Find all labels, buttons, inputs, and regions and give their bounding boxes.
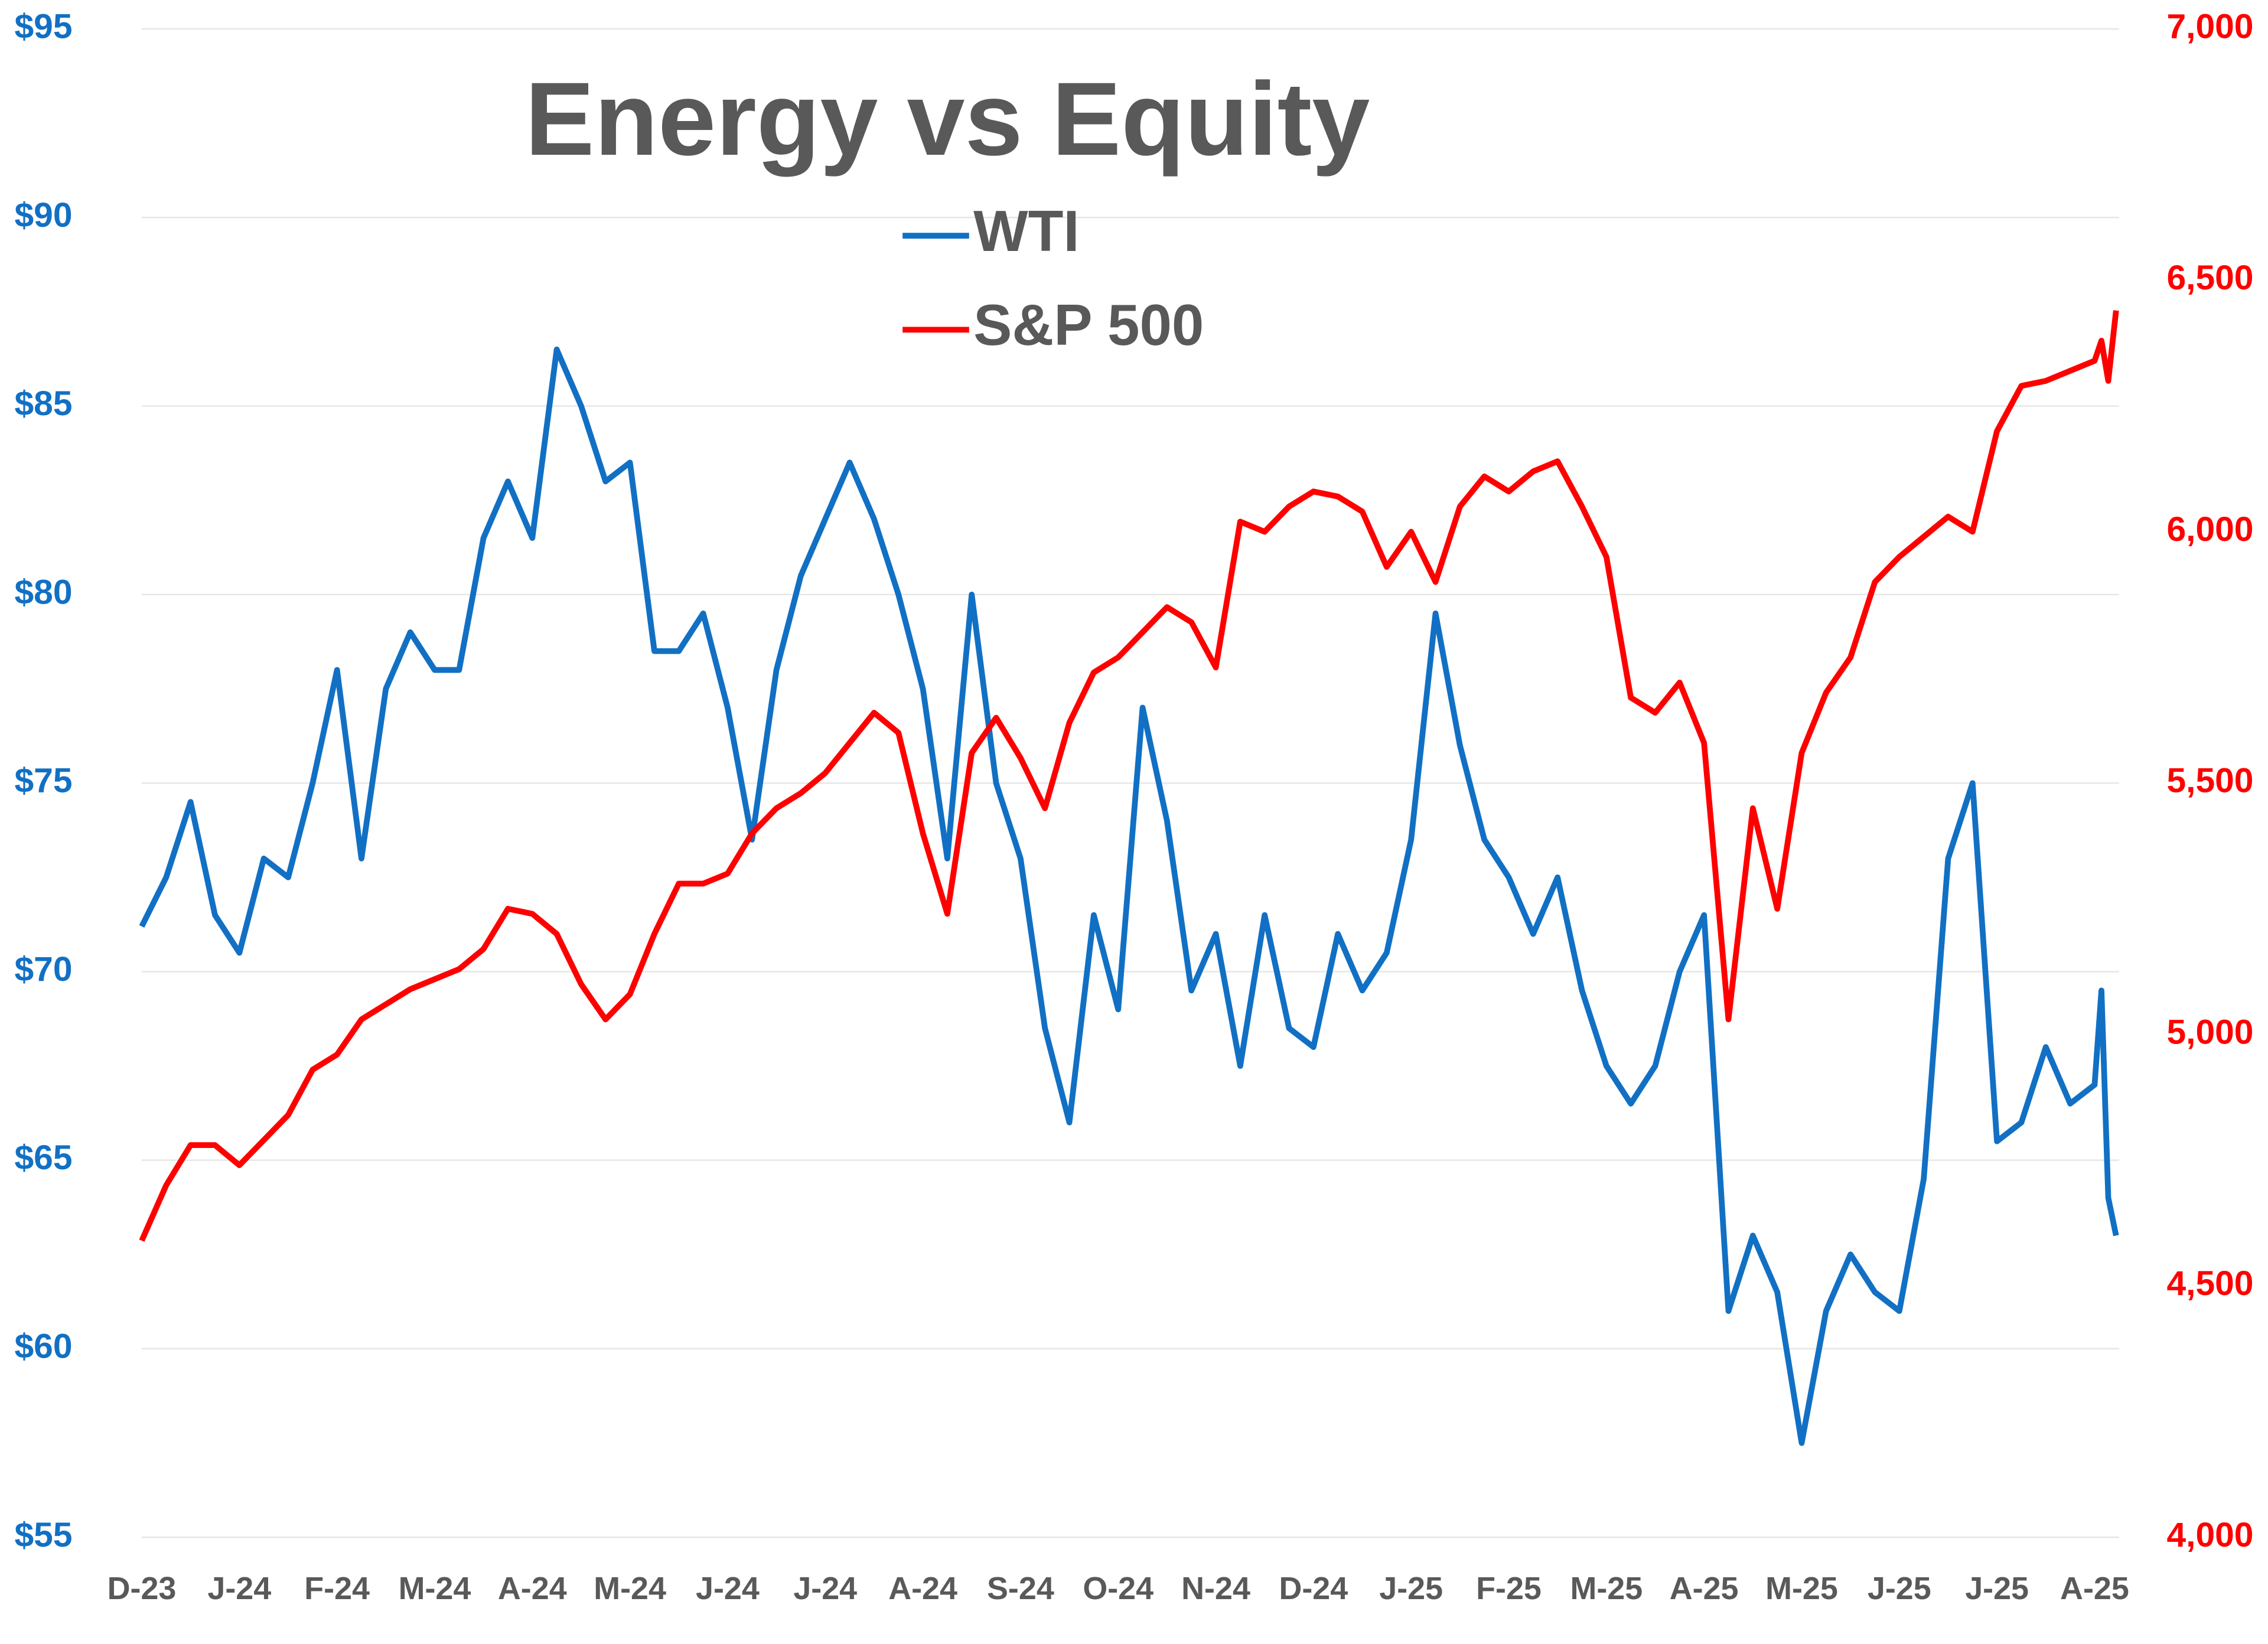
x-tick-label: J-24 (793, 1571, 857, 1606)
y2-tick-label: 6,000 (2166, 510, 2253, 549)
y2-tick-label: 5,500 (2166, 762, 2253, 800)
y-tick-label: $85 (14, 384, 72, 423)
x-tick-label: J-25 (1965, 1571, 2029, 1606)
y-tick-label: $90 (14, 196, 72, 234)
x-tick-label: A-24 (498, 1571, 567, 1606)
y2-tick-label: 5,000 (2166, 1013, 2253, 1051)
x-tick-label: J-24 (696, 1571, 760, 1606)
x-tick-label: D-24 (1279, 1571, 1348, 1606)
x-tick-label: J-25 (1379, 1571, 1443, 1606)
x-tick-label: J-25 (1868, 1571, 1931, 1606)
x-tick-label: F-25 (1476, 1571, 1542, 1606)
x-tick-label: A-24 (888, 1571, 957, 1606)
x-tick-label: A-25 (1670, 1571, 1739, 1606)
x-tick-label: N-24 (1181, 1571, 1250, 1606)
y-tick-label: $65 (14, 1139, 72, 1177)
chart-title: Energy vs Equity (525, 61, 1370, 177)
y-tick-label: $70 (14, 950, 72, 989)
y-tick-label: $95 (14, 8, 72, 46)
y-tick-label: $80 (14, 573, 72, 611)
legend-label: WTI (973, 198, 1079, 263)
y-tick-label: $75 (14, 762, 72, 800)
y-tick-label: $55 (14, 1516, 72, 1554)
legend-label: S&P 500 (973, 292, 1204, 357)
y-tick-label: $60 (14, 1327, 72, 1366)
y2-tick-label: 6,500 (2166, 259, 2253, 297)
x-tick-label: S-24 (987, 1571, 1054, 1606)
y2-tick-label: 4,500 (2166, 1264, 2253, 1303)
x-tick-label: M-24 (399, 1571, 471, 1606)
x-tick-label: D-23 (107, 1571, 177, 1606)
y2-tick-label: 7,000 (2166, 8, 2253, 46)
x-tick-label: M-24 (594, 1571, 666, 1606)
x-tick-label: F-24 (304, 1571, 370, 1606)
x-tick-label: M-25 (1570, 1571, 1643, 1606)
x-tick-label: A-25 (2060, 1571, 2129, 1606)
x-tick-label: M-25 (1765, 1571, 1838, 1606)
x-tick-label: J-24 (207, 1571, 271, 1606)
series-line (139, 310, 2119, 1242)
y2-tick-label: 4,000 (2166, 1516, 2253, 1554)
series-line (139, 346, 2119, 1446)
x-tick-label: O-24 (1083, 1571, 1153, 1606)
